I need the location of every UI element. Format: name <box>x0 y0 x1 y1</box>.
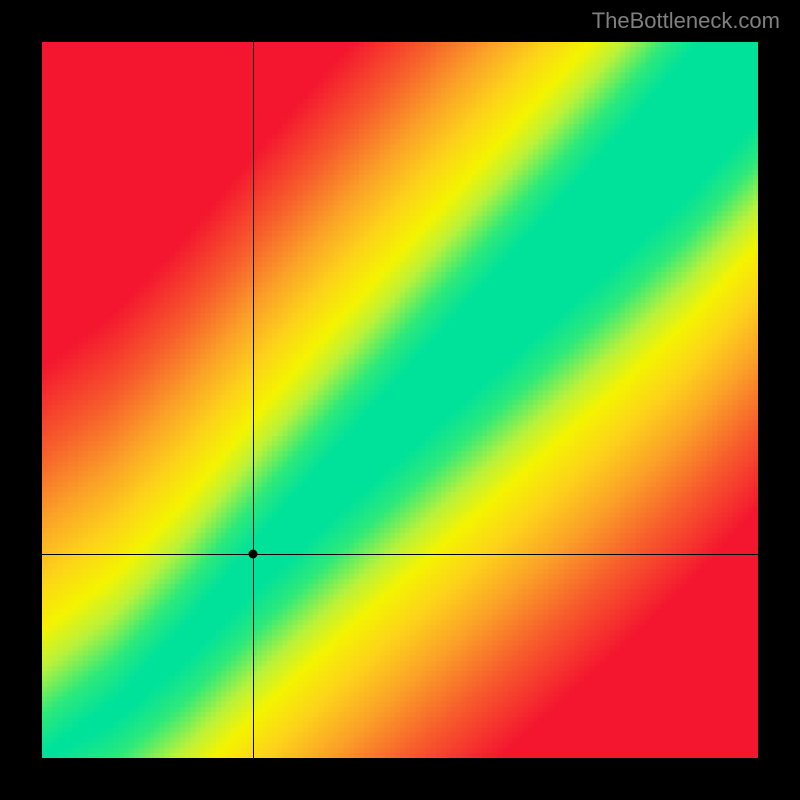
heatmap-plot <box>42 42 758 758</box>
crosshair-marker-dot <box>249 549 258 558</box>
heatmap-canvas <box>42 42 758 758</box>
crosshair-vertical-line <box>253 42 254 758</box>
watermark-text: TheBottleneck.com <box>592 8 780 34</box>
crosshair-horizontal-line <box>42 554 758 555</box>
